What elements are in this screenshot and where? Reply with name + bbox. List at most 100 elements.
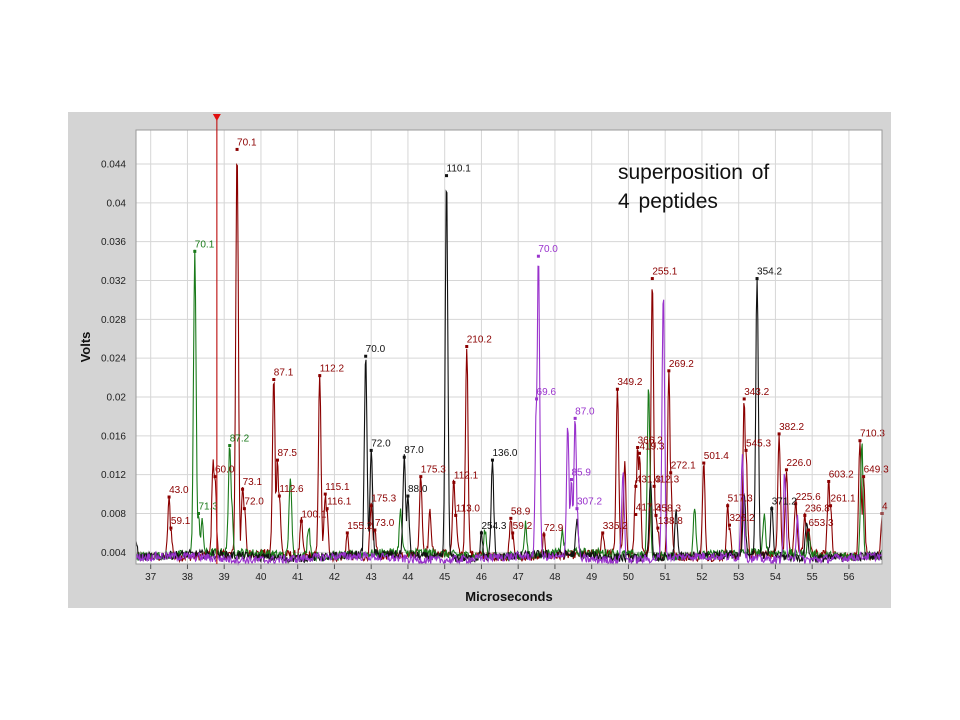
peak-marker: [193, 249, 197, 253]
peak-marker: [535, 397, 539, 401]
x-tick-label: 54: [770, 572, 782, 583]
peak-marker: [369, 504, 373, 508]
peak-marker: [634, 512, 638, 516]
y-tick-label: 0.028: [101, 315, 126, 326]
annotation-line-1: superposition of: [618, 161, 770, 184]
chart-annotation: superposition of 4 peptides: [618, 158, 769, 216]
y-tick-label: 0.032: [101, 276, 126, 287]
peak-marker: [452, 480, 456, 484]
peak-marker: [652, 484, 656, 488]
peak-label: 226.0: [786, 458, 811, 469]
x-tick-label: 46: [476, 572, 488, 583]
peak-marker: [318, 374, 322, 378]
peak-marker: [601, 531, 605, 535]
peak-marker: [569, 478, 573, 482]
peak-marker: [702, 461, 706, 465]
peak-marker: [325, 507, 329, 511]
y-tick-label: 0.008: [101, 509, 126, 520]
peak-marker: [479, 531, 483, 535]
y-axis-title: Volts: [78, 332, 93, 363]
peak-label: 138.8: [658, 516, 683, 527]
peak-label: 87.2: [230, 434, 250, 445]
peak-marker: [272, 378, 276, 382]
peak-label: 112.1: [454, 470, 479, 481]
peak-marker: [727, 523, 731, 527]
peak-marker: [615, 387, 619, 391]
peak-marker: [465, 345, 469, 349]
peak-marker: [807, 528, 811, 532]
peak-marker: [744, 448, 748, 452]
peak-marker: [827, 479, 831, 483]
peak-label: 112.6: [279, 484, 304, 495]
peak-marker: [454, 513, 458, 517]
peak-label: 210.2: [467, 335, 492, 346]
peak-label: 113.0: [456, 503, 481, 514]
peak-label: 87.1: [274, 368, 294, 379]
peak-marker: [575, 507, 579, 511]
peak-marker: [511, 531, 515, 535]
peak-label: 87.0: [575, 406, 595, 417]
peak-label: 225.6: [796, 492, 821, 503]
peak-marker: [669, 471, 673, 475]
peak-marker: [536, 254, 540, 258]
peak-label: 517.3: [728, 494, 753, 505]
peak-marker: [509, 516, 513, 520]
peak-marker: [419, 475, 423, 479]
x-tick-label: 55: [807, 572, 819, 583]
peak-marker: [242, 507, 246, 511]
x-tick-label: 53: [733, 572, 745, 583]
peak-label: 175.3: [421, 465, 446, 476]
peak-label: 545.3: [746, 438, 771, 449]
x-axis-title: Microseconds: [465, 589, 552, 604]
peak-label: 417.3: [636, 502, 661, 513]
y-tick-label: 0.004: [101, 548, 126, 559]
peak-label: 72.0: [371, 438, 391, 449]
x-tick-label: 41: [292, 572, 304, 583]
chart-panel: 43.0 59.1 60.0 70.1 73.1 72.0 87.1 87.5 112.6 100…: [68, 112, 891, 608]
peak-label: 255.1: [652, 267, 677, 278]
peak-label: 70.0: [366, 344, 386, 355]
peak-label: 60.0: [215, 465, 235, 476]
peak-marker: [634, 484, 638, 488]
peak-label: 326.2: [729, 513, 754, 524]
peak-marker: [654, 513, 658, 517]
peak-marker: [829, 504, 833, 508]
x-tick-label: 47: [513, 572, 525, 583]
y-tick-label: 0.02: [107, 393, 127, 404]
peak-label: 110.1: [447, 164, 472, 175]
x-tick-label: 49: [586, 572, 598, 583]
peak-marker: [862, 475, 866, 479]
peak-label: 419.3: [639, 441, 664, 452]
peak-marker: [275, 458, 279, 462]
x-tick-label: 43: [366, 572, 378, 583]
peak-label: 71.3: [198, 502, 218, 513]
peak-label: 70.0: [538, 244, 558, 255]
peak-label: 236.8: [805, 503, 830, 514]
peak-marker: [299, 519, 303, 523]
peak-marker: [770, 507, 774, 511]
x-tick-label: 50: [623, 572, 635, 583]
y-tick-label: 0.012: [101, 470, 126, 481]
x-tick-label: 52: [696, 572, 708, 583]
peak-label: 69.6: [537, 387, 557, 398]
peak-label: 43.0: [169, 485, 189, 496]
peak-label: 70.1: [195, 239, 215, 250]
x-tick-label: 45: [439, 572, 451, 583]
peak-label: 431.3: [636, 474, 661, 485]
peak-marker: [777, 432, 781, 436]
y-tick-label: 0.04: [107, 198, 127, 209]
peak-label: 73.0: [375, 518, 395, 529]
peak-marker: [364, 354, 368, 358]
peak-label: 88.0: [408, 484, 428, 495]
x-tick-label: 40: [255, 572, 267, 583]
peak-label: 269.2: [669, 359, 694, 370]
peak-label: 382.2: [779, 422, 804, 433]
x-tick-label: 44: [402, 572, 414, 583]
peak-label: 653.3: [809, 518, 834, 529]
peak-marker: [196, 512, 200, 516]
peak-label: 70.1: [237, 137, 257, 148]
y-tick-label: 0.024: [101, 354, 126, 365]
cursor-marker-icon[interactable]: [212, 114, 221, 121]
peak-marker: [858, 439, 862, 443]
peak-marker: [742, 397, 746, 401]
